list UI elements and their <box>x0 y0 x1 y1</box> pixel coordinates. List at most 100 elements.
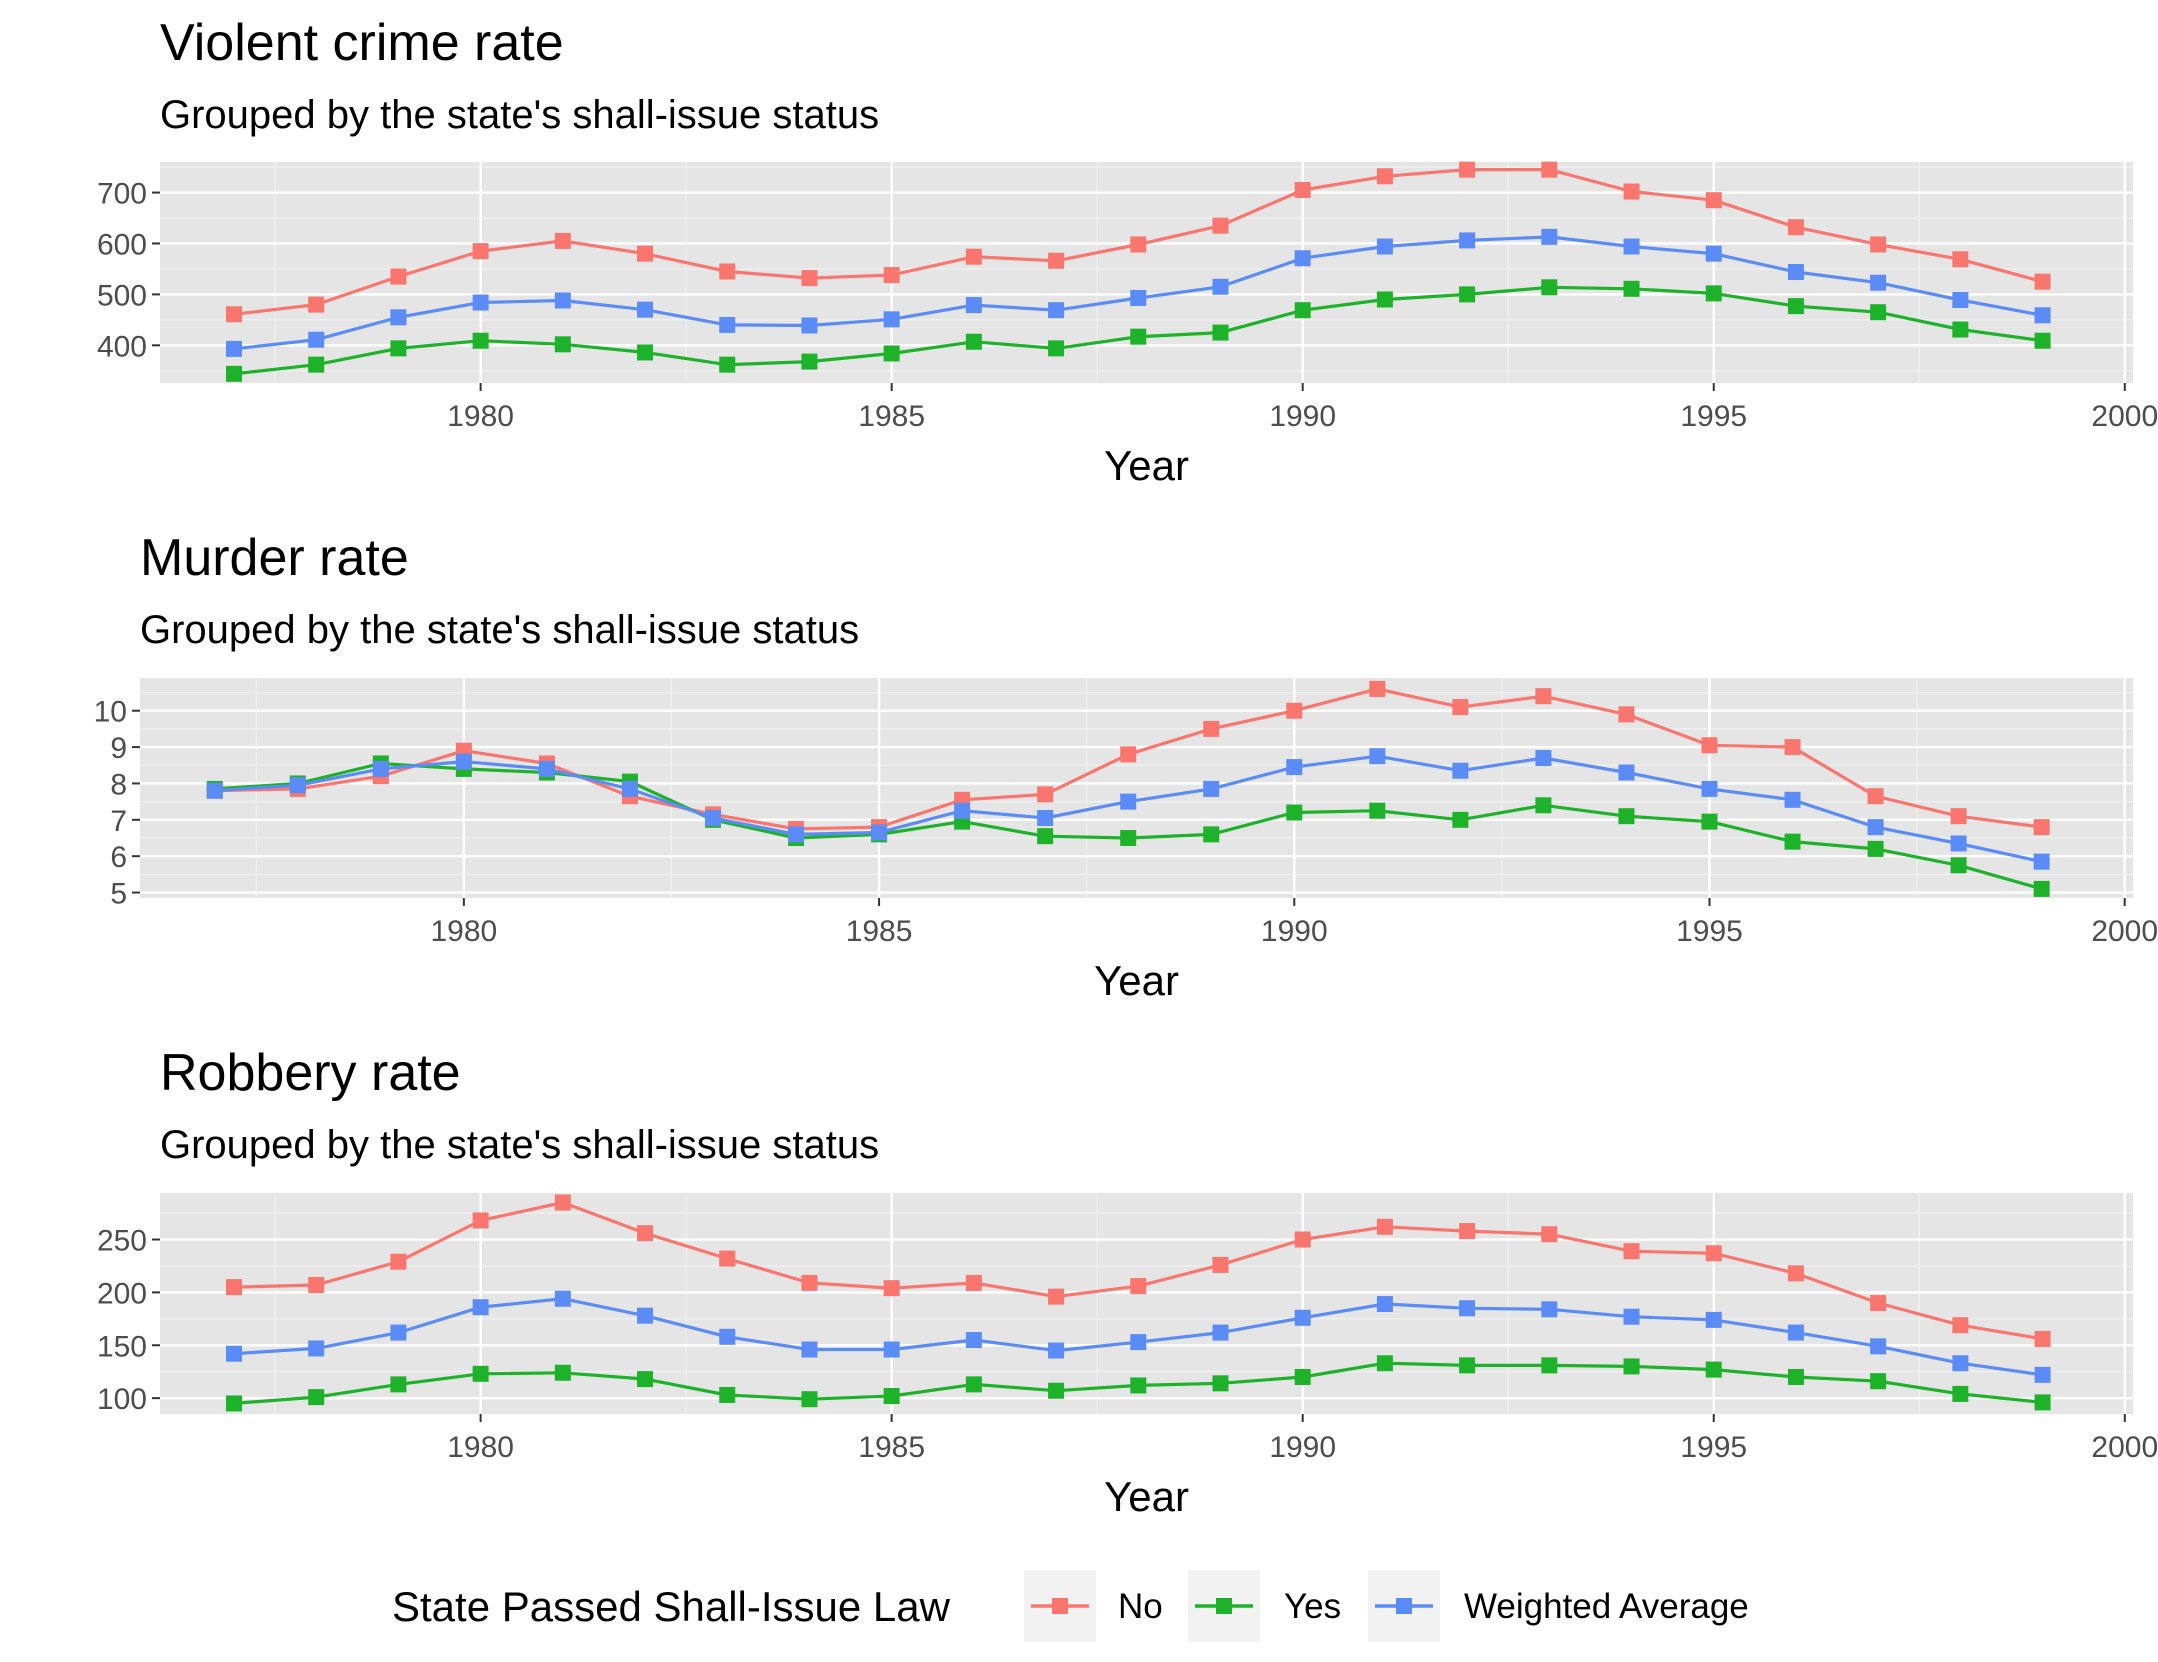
data-point <box>554 292 571 309</box>
data-point <box>1294 1368 1311 1385</box>
data-point <box>1623 1243 1640 1260</box>
data-point <box>637 1307 654 1324</box>
data-point <box>1787 263 1804 280</box>
data-point <box>1212 324 1229 341</box>
y-tick-label: 400 <box>97 330 147 363</box>
x-tick-label: 1980 <box>447 400 514 433</box>
x-tick-label: 1985 <box>846 915 913 948</box>
data-point <box>225 1345 242 1362</box>
data-point <box>1870 1373 1887 1390</box>
data-point <box>1212 1324 1229 1341</box>
data-point <box>719 356 736 373</box>
y-tick-label: 7 <box>110 805 127 838</box>
data-point <box>390 268 407 285</box>
data-point <box>1376 168 1393 185</box>
y-tick-label: 100 <box>97 1383 147 1416</box>
x-tick-label: 1995 <box>1680 400 1747 433</box>
data-point <box>1535 750 1552 766</box>
data-point <box>801 1274 818 1291</box>
data-point <box>308 1389 325 1406</box>
data-point <box>1705 1245 1722 1262</box>
y-tick-label: 9 <box>110 732 127 765</box>
data-point <box>637 245 654 262</box>
data-point <box>225 365 242 382</box>
data-point <box>1618 764 1635 781</box>
data-point <box>1130 1278 1147 1295</box>
data-point <box>1286 702 1303 719</box>
data-point <box>1952 291 1969 308</box>
x-tick-label: 2000 <box>2091 915 2158 948</box>
data-point <box>1535 797 1552 814</box>
data-point <box>1130 289 1147 306</box>
data-point <box>1701 813 1718 830</box>
x-axis-title: Year <box>1094 957 1179 1004</box>
data-point <box>2034 1394 2051 1411</box>
data-point <box>637 1225 654 1242</box>
legend-title: State Passed Shall-Issue Law <box>392 1583 951 1630</box>
data-point <box>390 1253 407 1270</box>
x-tick-label: 2000 <box>2091 400 2158 433</box>
data-point <box>719 1250 736 1267</box>
data-point <box>1459 232 1476 249</box>
data-point <box>883 1280 900 1297</box>
x-axis-title: Year <box>1104 442 1189 489</box>
data-point <box>289 777 306 794</box>
x-tick-label: 1995 <box>1680 1431 1747 1464</box>
data-point <box>2034 1330 2051 1347</box>
data-point <box>308 296 325 313</box>
y-tick-label: 8 <box>110 768 127 801</box>
data-point <box>390 1324 407 1341</box>
data-point <box>308 356 325 373</box>
y-tick-label: 6 <box>110 841 127 874</box>
legend-label-no: No <box>1118 1587 1163 1626</box>
data-point <box>1048 1342 1065 1359</box>
data-point <box>871 824 888 841</box>
y-tick-label: 200 <box>97 1277 147 1310</box>
data-point <box>1212 217 1229 234</box>
chart-subtitle: Grouped by the state's shall-issue statu… <box>140 608 859 652</box>
data-point <box>1541 279 1558 296</box>
y-tick-label: 150 <box>97 1330 147 1363</box>
data-point <box>719 1328 736 1345</box>
x-tick-label: 1990 <box>1261 915 1328 948</box>
legend-label-weighted-average: Weighted Average <box>1464 1587 1749 1626</box>
series-yes <box>225 1355 2051 1412</box>
data-point <box>801 353 818 370</box>
data-point <box>1459 1357 1476 1374</box>
data-point <box>1787 1368 1804 1385</box>
data-point <box>1870 1338 1887 1355</box>
data-point <box>1952 1317 1969 1334</box>
data-point <box>225 306 242 323</box>
data-point <box>1376 291 1393 308</box>
y-tick-label: 700 <box>97 178 147 211</box>
data-point <box>1452 762 1469 779</box>
data-point <box>1048 302 1065 319</box>
data-point <box>719 1386 736 1403</box>
data-point <box>225 340 242 357</box>
data-point <box>1701 780 1718 797</box>
data-point <box>965 1274 982 1291</box>
data-point <box>538 760 555 777</box>
data-point <box>1952 321 1969 338</box>
data-point <box>1294 1309 1311 1326</box>
data-point <box>1950 808 1967 825</box>
series-no <box>225 161 2051 323</box>
x-tick-label: 1985 <box>858 400 925 433</box>
data-point <box>1784 739 1801 756</box>
chart-title: Murder rate <box>140 529 409 587</box>
data-point <box>788 826 805 843</box>
x-tick-label: 1990 <box>1269 400 1336 433</box>
chart-title: Violent crime rate <box>160 14 564 72</box>
data-point <box>2034 332 2051 349</box>
data-point <box>1120 746 1137 763</box>
legend: State Passed Shall-Issue Law No Yes Weig… <box>392 1570 1749 1642</box>
data-point <box>1952 1355 1969 1372</box>
data-point <box>1784 833 1801 850</box>
data-point <box>1376 1355 1393 1372</box>
data-point <box>554 1194 571 1211</box>
data-point <box>965 1376 982 1393</box>
data-point <box>965 297 982 314</box>
x-tick-label: 1985 <box>858 1431 925 1464</box>
data-point <box>883 311 900 328</box>
data-point <box>472 1212 489 1229</box>
